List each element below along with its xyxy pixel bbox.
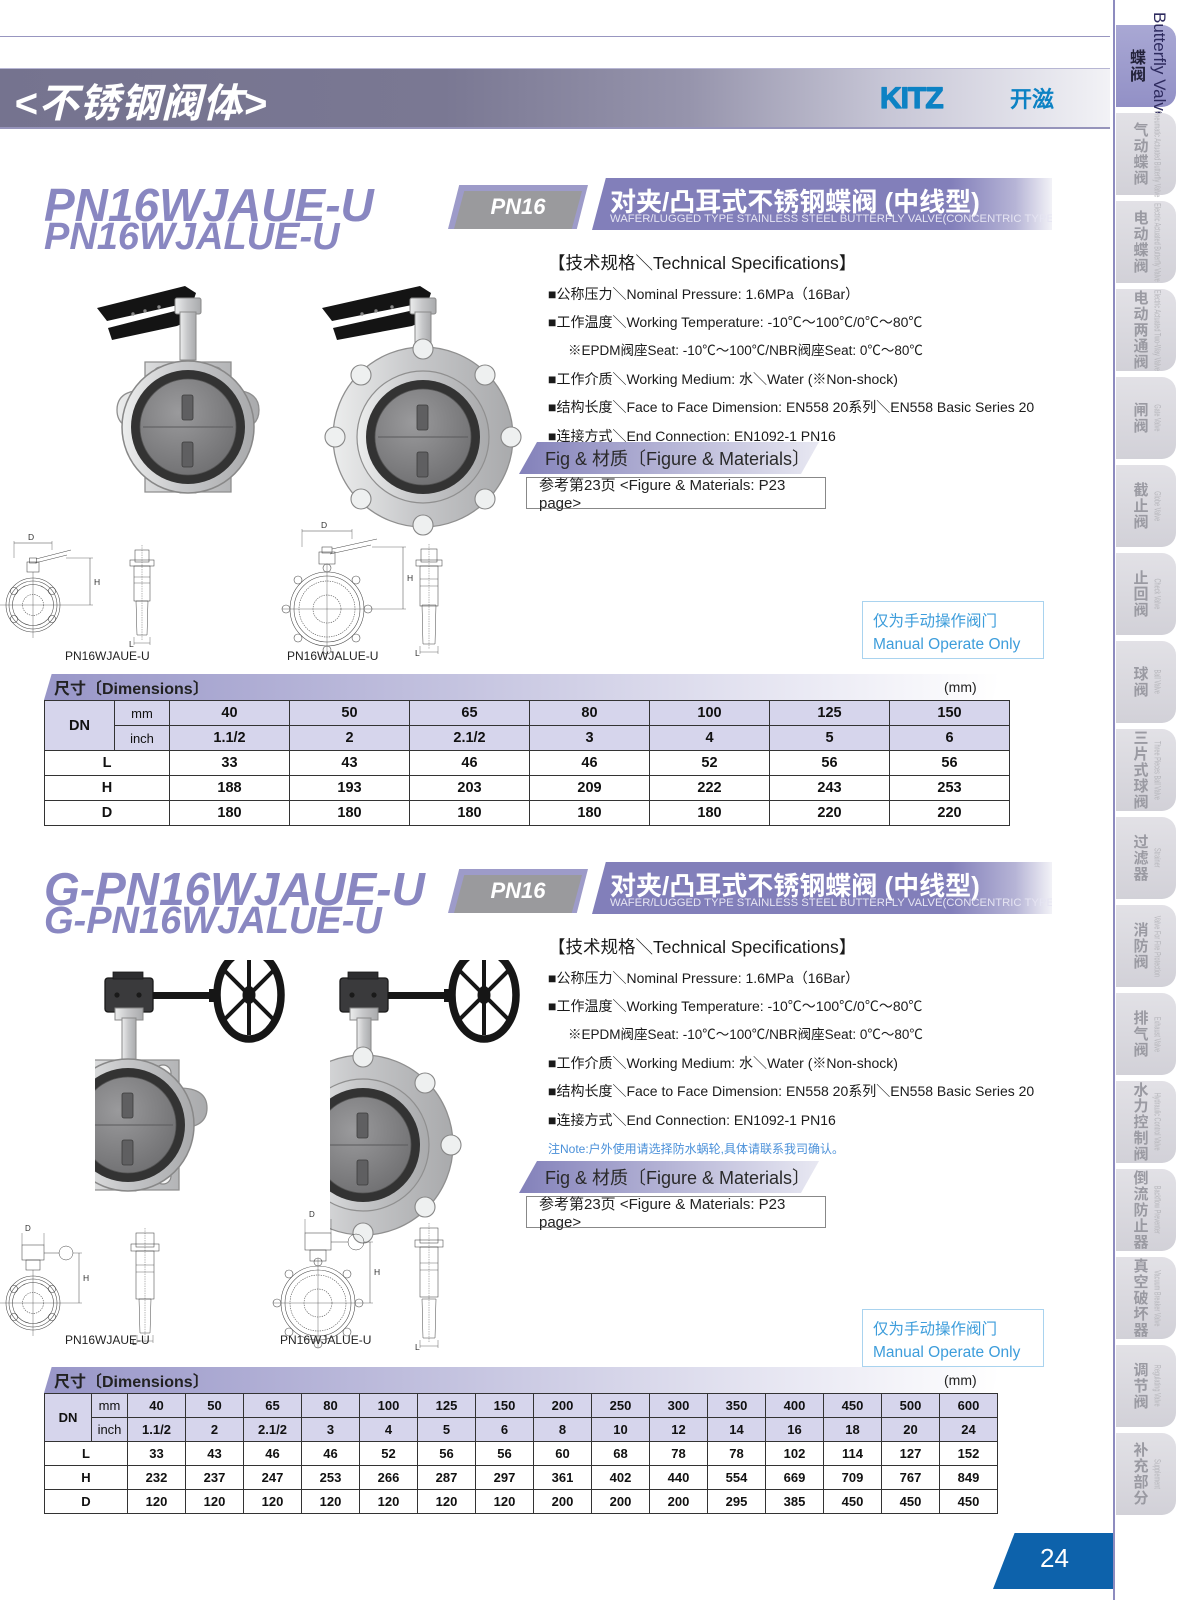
- svg-text:PN16WJAUE-U: PN16WJAUE-U: [65, 1333, 150, 1347]
- svg-text:L: L: [415, 1342, 420, 1352]
- svg-text:H: H: [83, 1273, 89, 1283]
- svg-text:D: D: [25, 1224, 31, 1233]
- svg-text:H: H: [374, 1267, 380, 1277]
- svg-text:D: D: [309, 1210, 315, 1219]
